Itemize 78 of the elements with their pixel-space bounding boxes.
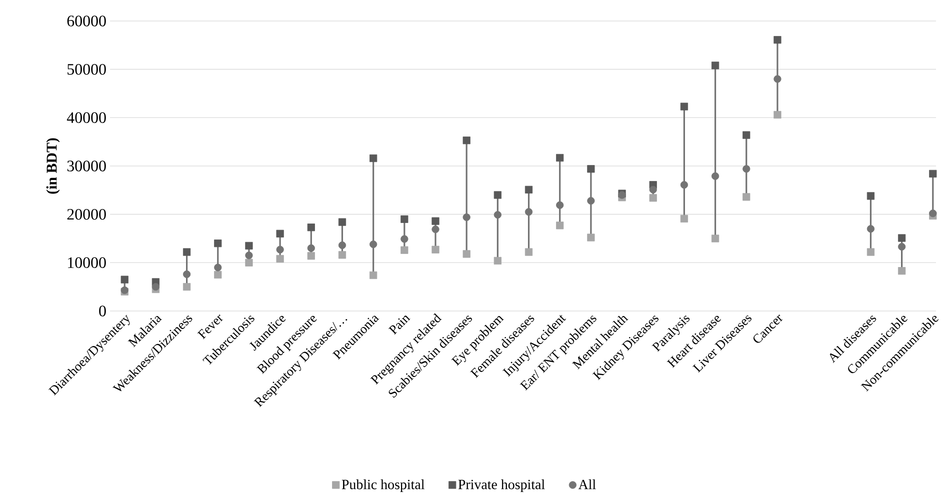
point [680,214,688,222]
legend-label: Public hospital [342,479,424,492]
point [711,172,720,180]
x-tick-label: Pain [388,316,410,335]
point [245,252,253,260]
point [774,36,782,44]
y-tick-label: 10000 [68,257,106,268]
point [432,246,440,254]
point [182,248,191,256]
point [774,75,782,83]
point [338,218,346,226]
point [152,283,160,291]
point [774,110,782,119]
point [307,244,315,252]
y-tick-label: 40000 [66,112,106,124]
point [338,241,346,250]
point [742,165,750,173]
point [245,242,253,250]
point [742,193,750,201]
point [711,62,720,70]
point [276,246,284,254]
point [307,224,315,232]
point [494,256,502,265]
point [182,283,191,291]
point [556,201,564,209]
point [587,196,595,205]
point [494,211,502,219]
y-tick-label: 30000 [67,160,106,172]
legend-label: Private hospital [458,479,545,492]
point [524,248,533,256]
point [307,252,315,260]
y-tick-label: 20000 [67,208,106,220]
point [276,230,284,238]
y-tick-label: 0 [99,306,106,316]
point [866,248,875,256]
point [214,240,222,248]
point [898,234,906,242]
point [400,246,408,254]
point [587,234,595,242]
point [494,191,502,199]
point [370,271,378,280]
y-tick-label: 60000 [67,16,106,26]
point [432,217,440,225]
point [929,170,937,178]
point [866,225,875,233]
point [276,254,284,263]
legend-label: All [578,479,596,490]
point [556,222,564,230]
point [462,136,470,144]
point [214,264,222,272]
point [120,276,128,284]
point [929,210,937,218]
y-axis-title: (in BDT) [46,138,60,194]
point [556,154,564,162]
point [711,234,720,242]
point [182,270,191,278]
point [400,215,408,223]
point [649,194,657,202]
point [524,186,533,194]
point [680,181,688,189]
point [462,250,470,258]
point [400,235,408,243]
point [432,226,440,234]
point [866,192,875,200]
point [649,186,657,194]
point [680,102,688,110]
point [462,213,470,222]
point [898,267,906,275]
point [370,240,378,248]
point [898,242,906,251]
y-tick-label: 50000 [68,64,106,75]
point [245,258,253,266]
point [587,165,595,173]
point [214,270,222,279]
point [370,154,378,162]
point [742,131,750,139]
point [338,251,346,259]
point [524,208,533,216]
